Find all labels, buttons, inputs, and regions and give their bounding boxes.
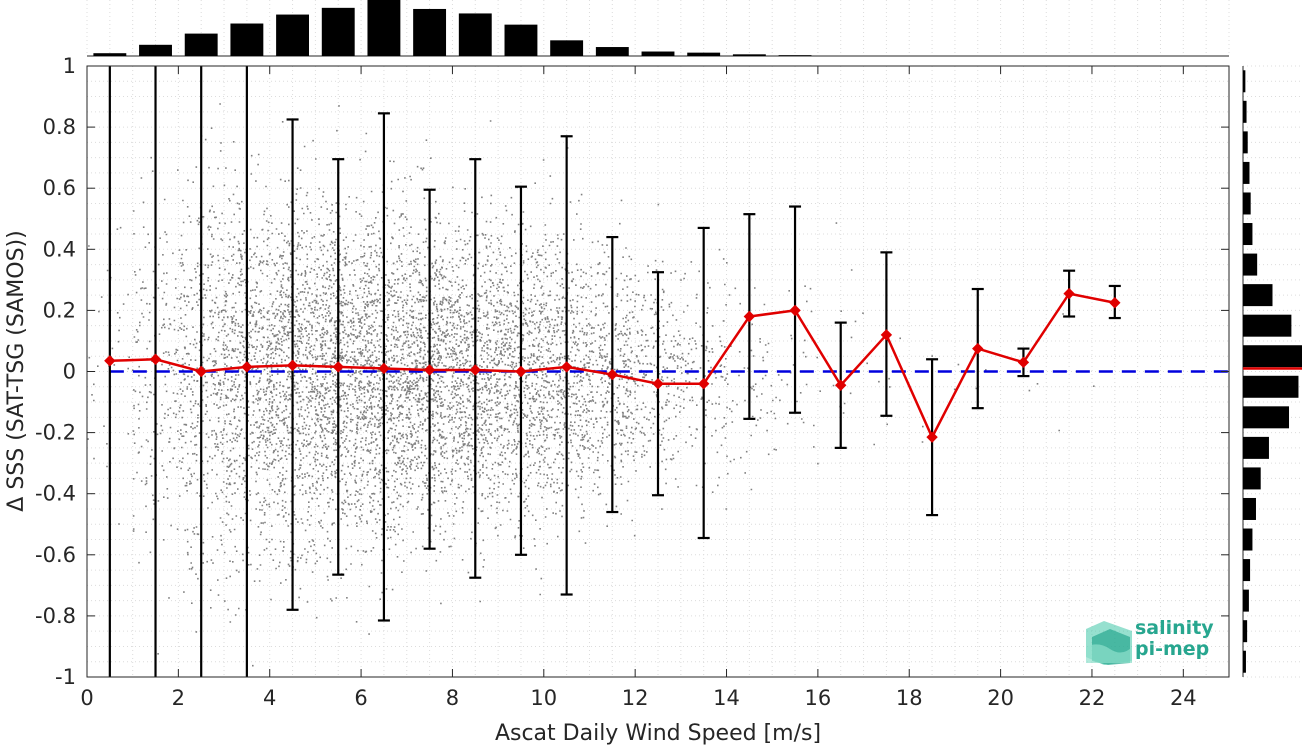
scatter-points	[87, 103, 1095, 667]
mean-point	[926, 431, 938, 443]
x-tick-label: 18	[896, 686, 923, 710]
mean-point	[880, 329, 893, 341]
top-hist-bar	[367, 0, 401, 56]
scatter-cloud	[87, 103, 1095, 667]
y-tick-label: 0.6	[43, 176, 76, 200]
top-hist-bar	[458, 13, 492, 57]
top-hist-bar	[93, 53, 127, 56]
top-hist-bar	[595, 47, 629, 56]
top-hist-bar	[276, 14, 310, 56]
mean-point	[195, 365, 207, 378]
y-tick-label: -0.4	[35, 482, 76, 506]
mean-point	[606, 368, 619, 381]
mean-point	[332, 361, 344, 373]
mean-point	[560, 361, 573, 373]
x-tick-label: 24	[1170, 686, 1197, 710]
axes	[86, 65, 1230, 678]
right-hist-bar	[1243, 192, 1251, 215]
top-hist-bar	[504, 24, 538, 56]
right-hist-bar	[1243, 284, 1273, 307]
top-hist-bar	[550, 40, 584, 56]
x-tick-label: 20	[987, 686, 1014, 710]
right-hist-bar	[1243, 253, 1258, 276]
top-hist-bar	[321, 7, 355, 56]
mean-point	[835, 379, 847, 391]
mean-point	[1109, 297, 1121, 309]
mean-point	[1063, 287, 1075, 300]
right-hist-bar	[1243, 406, 1290, 429]
logo-text: salinity pi-mep	[1135, 618, 1214, 660]
x-tick-label: 0	[80, 686, 93, 710]
mean-point	[149, 353, 162, 365]
top-hist-bar	[139, 44, 172, 56]
right-hist-bar	[1243, 131, 1248, 154]
mean-point	[743, 310, 756, 323]
mean-point	[652, 378, 664, 390]
mean-point	[1017, 356, 1030, 369]
right-hist-bar	[1243, 589, 1249, 612]
right-hist-bar	[1243, 559, 1251, 582]
right-hist-bar	[1243, 375, 1299, 398]
x-tick-label: 8	[446, 686, 459, 710]
top-hist-bar	[732, 54, 766, 56]
top-hist-bar	[230, 23, 264, 56]
mean-series	[104, 287, 1121, 443]
x-tick-label: 16	[805, 686, 832, 710]
mean-point	[515, 365, 527, 378]
top-hist-bar	[413, 8, 447, 57]
y-tick-label: -1	[55, 665, 76, 689]
x-tick-label: 4	[263, 686, 276, 710]
x-axis-label: Ascat Daily Wind Speed [m/s]	[495, 721, 821, 746]
right-hist-bar	[1243, 528, 1253, 551]
mean-point	[241, 361, 253, 373]
logo-line-2: pi-mep	[1135, 638, 1210, 660]
right-hist-bar	[1243, 161, 1250, 184]
histogram-top	[86, 0, 1230, 57]
right-hist-bar	[1243, 497, 1256, 520]
top-hist-bar	[641, 51, 675, 56]
right-hist-bar	[1243, 345, 1302, 368]
x-tick-label: 12	[622, 686, 649, 710]
mean-point	[378, 362, 390, 375]
right-hist-bar	[1243, 100, 1247, 123]
y-tick-label: 0.8	[43, 115, 76, 139]
mean-point	[104, 355, 116, 367]
y-tick-label: 1	[63, 54, 76, 78]
y-tick-label: 0.2	[43, 298, 76, 322]
right-hist-bar	[1243, 436, 1269, 459]
mean-point	[423, 364, 436, 376]
mean-point	[972, 342, 984, 355]
y-axis-label: Δ SSS (SAT-TSG (SAMOS))	[4, 230, 29, 511]
y-tick-label: -0.2	[35, 421, 76, 445]
mean-point	[697, 378, 710, 390]
top-hist-bar	[687, 52, 721, 56]
right-hist-bar	[1243, 70, 1246, 93]
right-hist-bar	[1243, 467, 1261, 490]
histogram-right	[1242, 65, 1302, 678]
y-tick-label: -0.6	[35, 543, 76, 567]
x-tick-label: 6	[354, 686, 367, 710]
top-hist-bar	[184, 33, 218, 56]
x-tick-label: 2	[172, 686, 185, 710]
right-hist-bar	[1243, 650, 1246, 673]
salinity-logo-icon	[1086, 621, 1132, 665]
right-hist-bar	[1243, 314, 1292, 337]
top-hist-bar	[778, 55, 812, 56]
x-tick-label: 14	[713, 686, 740, 710]
y-tick-label: -0.8	[35, 604, 76, 628]
mean-point	[286, 359, 299, 372]
y-tick-label: 0	[63, 360, 76, 384]
mean-point	[469, 364, 481, 376]
tick-labels: 0 2 4 6 8 10 12 14 16 18 20 22 24-1-0.8-0.6-0.4-0.20…	[35, 54, 1197, 710]
mean-point	[789, 304, 801, 317]
logo-line-1: salinity	[1135, 617, 1214, 639]
right-hist-bar	[1243, 223, 1253, 246]
x-tick-label: 10	[530, 686, 557, 710]
right-hist-bar	[1243, 620, 1248, 643]
x-tick-label: 22	[1079, 686, 1106, 710]
y-tick-label: 0.4	[43, 237, 76, 261]
